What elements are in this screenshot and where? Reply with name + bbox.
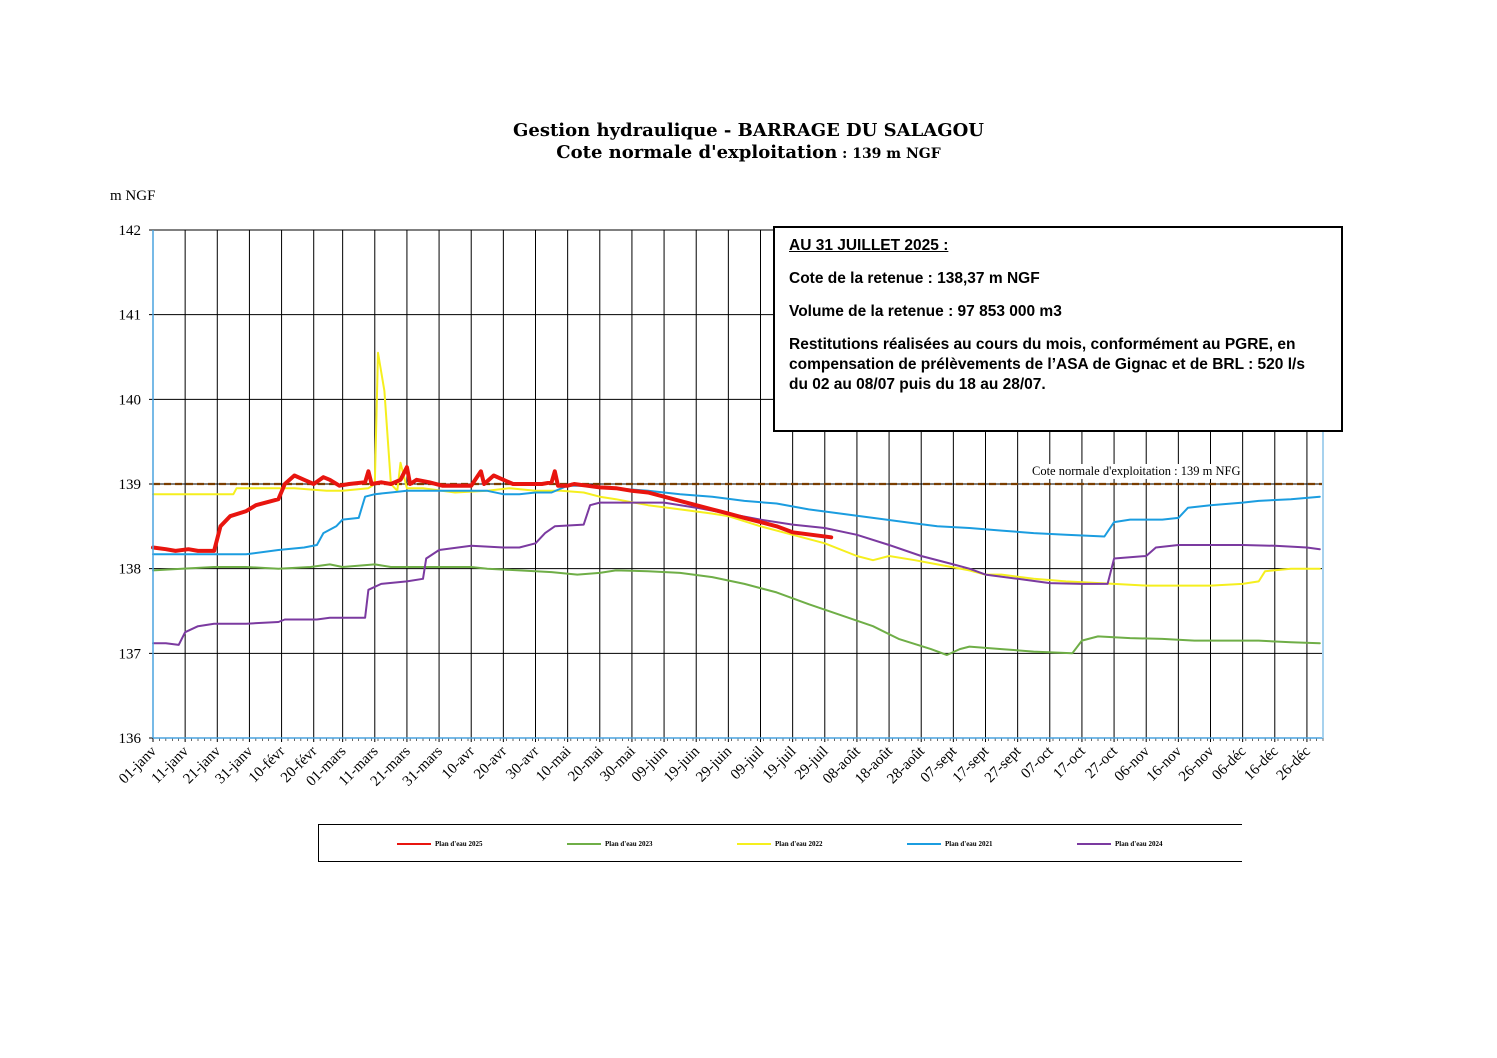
x-tick-label: 20-avr: [471, 744, 510, 783]
x-tick-label: 10-mai: [533, 744, 574, 785]
reference-line-label: Cote normale d'exploitation : 139 m NFG: [1030, 464, 1243, 479]
y-tick-label: 138: [119, 562, 142, 578]
series-line-plan-d-eau-2024: [152, 501, 1321, 646]
x-tick-label: 19-juil: [760, 744, 800, 784]
x-tick-label: 26-déc: [1274, 743, 1314, 783]
legend-swatch: [567, 843, 601, 845]
chart-subtitle: Cote normale d'exploitation : 139 m NGF: [0, 142, 1497, 165]
series-group: [151, 351, 1321, 656]
chart-title: Gestion hydraulique - BARRAGE DU SALAGOU: [513, 120, 984, 141]
x-tick-label: 10-avr: [439, 744, 478, 783]
x-tick-label: 27-sept: [982, 743, 1025, 786]
legend-item: Plan d'eau 2022: [737, 839, 822, 849]
legend-label: Plan d'eau 2022: [775, 840, 823, 848]
y-tick-label: 142: [119, 223, 142, 239]
legend-item: Plan d'eau 2025: [397, 839, 482, 849]
x-tick-label: 09-juil: [728, 744, 768, 784]
y-tick-label: 140: [119, 392, 142, 408]
y-tick-label: 136: [119, 731, 142, 747]
info-restitutions: Restitutions réalisées au cours du mois,…: [789, 336, 1305, 393]
legend-item: Plan d'eau 2023: [567, 839, 652, 849]
subtitle-value: : 139 m NGF: [837, 146, 941, 162]
y-tick-label: 141: [119, 308, 142, 324]
series-line-plan-d-eau-2021: [152, 484, 1321, 556]
legend-item: Plan d'eau 2021: [907, 839, 992, 849]
info-level: Cote de la retenue : 138,37 m NGF: [789, 270, 1040, 287]
legend-item: Plan d'eau 2024: [1077, 839, 1162, 849]
x-tick-label: 06-déc: [1209, 743, 1249, 783]
legend-label: Plan d'eau 2023: [605, 840, 653, 848]
subtitle-main: Cote normale d'exploitation: [556, 142, 838, 163]
info-heading: AU 31 JUILLET 2025 :: [789, 237, 949, 254]
legend-swatch: [397, 843, 431, 845]
y-tick-label: 137: [119, 646, 142, 662]
x-tick-label: 28-août: [884, 743, 928, 787]
info-volume: Volume de la retenue : 97 853 000 m3: [789, 303, 1062, 320]
x-tick-label: 26-nov: [1176, 743, 1218, 785]
legend-label: Plan d'eau 2025: [435, 840, 483, 848]
x-tick-label: 16-nov: [1144, 743, 1186, 785]
x-tick-label: 20-mai: [565, 744, 606, 785]
x-tick-label: 17-oct: [1050, 743, 1089, 782]
legend-swatch: [1077, 843, 1111, 845]
info-box: AU 31 JUILLET 2025 : Cote de la retenue …: [773, 226, 1343, 432]
x-tick-label: 29-juin: [693, 743, 735, 785]
x-tick-label: 07-oct: [1018, 743, 1057, 782]
legend: Plan d'eau 2025 Plan d'eau 2023 Plan d'eau…: [318, 824, 1242, 862]
x-tick-label: 31-janv: [213, 743, 257, 787]
legend-label: Plan d'eau 2021: [945, 840, 993, 848]
series-line-plan-d-eau-2023: [152, 563, 1321, 656]
y-tick-label: 139: [119, 477, 142, 493]
x-tick-label: 06-nov: [1112, 743, 1154, 785]
series-line-plan-d-eau-2025: [151, 465, 834, 553]
x-tick-label: 16-déc: [1241, 743, 1281, 783]
legend-swatch: [907, 843, 941, 845]
legend-label: Plan d'eau 2024: [1115, 840, 1163, 848]
y-axis-unit: m NGF: [110, 188, 156, 204]
legend-swatch: [737, 843, 771, 845]
